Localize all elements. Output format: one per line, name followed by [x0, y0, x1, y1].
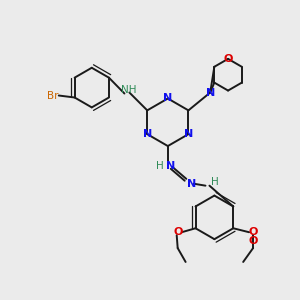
Text: O: O: [248, 227, 258, 237]
Text: O: O: [224, 54, 233, 64]
Text: H: H: [211, 177, 218, 187]
Text: Br: Br: [47, 91, 58, 100]
Text: H: H: [156, 161, 164, 171]
Text: NH: NH: [121, 85, 136, 94]
Text: N: N: [163, 94, 172, 103]
Text: N: N: [187, 179, 196, 189]
Text: N: N: [206, 88, 215, 98]
Text: N: N: [184, 129, 193, 139]
Text: N: N: [142, 129, 152, 139]
Text: N: N: [166, 161, 176, 171]
Text: O: O: [248, 236, 258, 246]
Text: O: O: [173, 227, 182, 237]
